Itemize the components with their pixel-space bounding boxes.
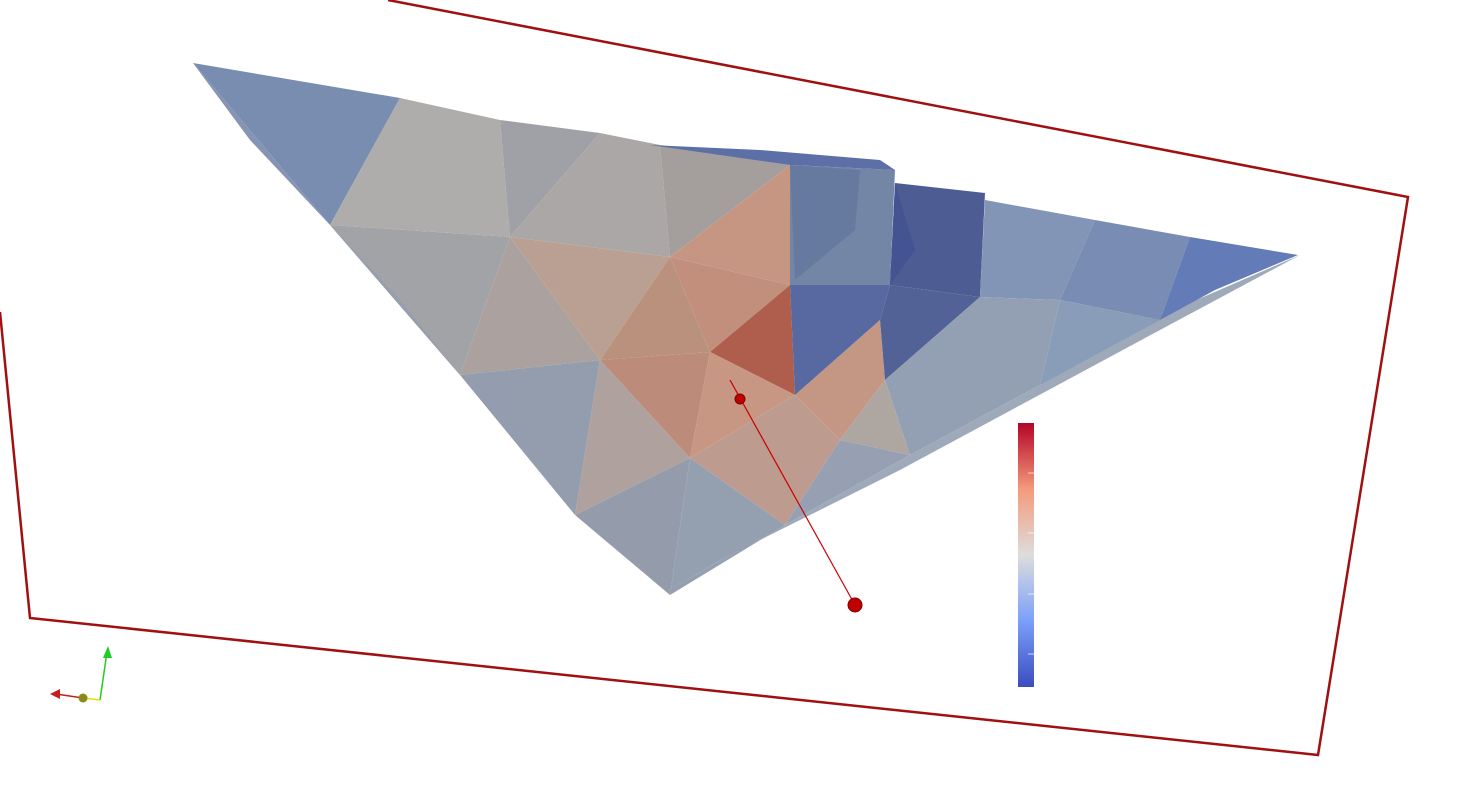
color-legend-bar (1018, 423, 1034, 687)
mesh-face (885, 297, 1060, 455)
mesh-face (660, 255, 1300, 595)
color-legend[interactable] (1018, 423, 1034, 687)
mesh-face (840, 380, 910, 455)
mesh-face (670, 165, 790, 285)
mesh-face (193, 63, 400, 225)
color-legend-ticks (1028, 472, 1034, 655)
mesh-face (650, 145, 895, 170)
mesh-face (330, 225, 460, 375)
mesh-face (500, 120, 600, 237)
axis-y-arrow (103, 646, 112, 658)
mesh-face (880, 285, 980, 380)
mesh-face (690, 352, 795, 458)
mesh-face (330, 98, 510, 237)
orientation-axes-icon (50, 646, 112, 703)
mesh-face (890, 183, 915, 285)
probe-handle-end[interactable] (847, 597, 863, 613)
mesh-face (1060, 220, 1190, 320)
mesh-face (980, 200, 1095, 300)
axis-x-arrow (50, 689, 60, 699)
mesh-face (690, 395, 840, 525)
mesh-face (790, 285, 890, 395)
probe-line-widget[interactable] (729, 379, 863, 613)
mesh-face (600, 352, 710, 458)
mesh-face (1040, 300, 1160, 385)
probe-line (729, 379, 856, 606)
mesh-face (600, 257, 710, 360)
mesh-face (670, 458, 785, 595)
mesh-face (890, 183, 985, 297)
mesh-face (510, 133, 670, 257)
mesh-face (575, 360, 690, 515)
surface-mesh[interactable] (193, 63, 1300, 595)
mesh-face (1160, 237, 1298, 320)
mesh-face (510, 237, 670, 360)
mesh-face (460, 237, 600, 375)
axis-y (99, 651, 108, 701)
axis-x (55, 693, 84, 699)
probe-handle-start[interactable] (734, 393, 746, 405)
mesh-face (710, 285, 795, 395)
mesh-face (790, 165, 860, 280)
mesh-face (460, 360, 600, 515)
outline-box (0, 0, 1410, 757)
mesh-face (193, 63, 330, 225)
mesh-face (575, 458, 690, 595)
mesh-face (785, 440, 910, 525)
mesh-face (660, 145, 790, 257)
axis-origin (78, 693, 88, 703)
mesh-face (330, 225, 510, 375)
